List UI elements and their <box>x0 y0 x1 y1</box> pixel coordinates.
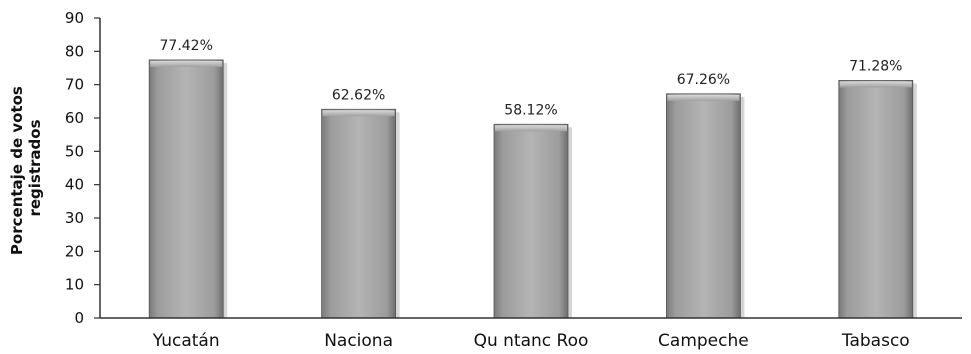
x-tick-label: Qu ntanc Roo <box>474 331 589 351</box>
y-tick-label: 50 <box>65 142 84 160</box>
bar <box>321 108 400 319</box>
data-labels: 77.42% 62.62% 58.12% 67.26% 71.28% <box>160 38 903 118</box>
y-tick-label: 60 <box>65 109 84 127</box>
y-tick-label: 90 <box>65 9 84 27</box>
data-label: 71.28% <box>849 58 902 74</box>
bar <box>493 123 572 319</box>
x-tick-label: Campeche <box>658 331 749 351</box>
data-label: 67.26% <box>677 72 730 88</box>
bar <box>838 80 917 319</box>
y-tick-label: 80 <box>65 42 84 60</box>
bar-body <box>148 59 224 319</box>
y-axis-label: Porcentaje de votos registrados <box>8 81 44 255</box>
y-axis-label-line-2: registrados <box>26 119 44 216</box>
x-tick-label: Naciona <box>324 331 393 351</box>
data-label: 58.12% <box>504 102 557 118</box>
bar <box>666 93 745 319</box>
data-label: 77.42% <box>160 38 213 54</box>
x-tick-label: Yucatán <box>152 331 220 351</box>
y-tick-label: 0 <box>74 309 84 327</box>
bar-body <box>666 93 741 319</box>
bar <box>148 59 228 319</box>
bar-bevel <box>667 94 740 101</box>
bar-bevel <box>839 81 912 88</box>
bar-bevel <box>150 60 223 67</box>
bars <box>148 59 917 319</box>
y-tick-label: 70 <box>65 76 84 94</box>
y-tick-label: 30 <box>65 209 84 227</box>
bar-body <box>838 80 914 319</box>
y-tick-label: 20 <box>65 242 84 260</box>
y-tick-label: 40 <box>65 176 84 194</box>
bar-bevel <box>322 110 395 117</box>
y-tick-label: 10 <box>65 276 84 294</box>
bar-bevel <box>495 125 567 132</box>
x-tick-label: Tabasco <box>841 331 910 351</box>
x-axis-labels: Yucatán Naciona Qu ntanc Roo Campeche Tabasc… <box>152 331 910 351</box>
y-axis-ticks: 0 10 20 30 40 50 60 70 80 90 <box>65 9 100 327</box>
bar-body <box>493 123 569 319</box>
data-label: 62.62% <box>332 87 385 103</box>
y-axis-label-line-1: Porcentaje de votos <box>8 86 26 255</box>
bar-body <box>321 108 397 319</box>
